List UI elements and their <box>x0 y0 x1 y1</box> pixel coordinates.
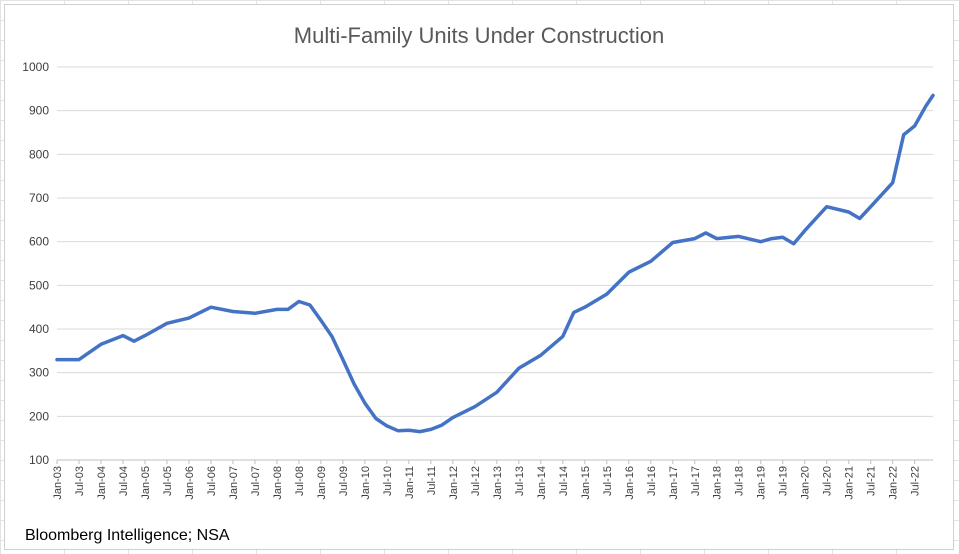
x-tick-label: Jul-06 <box>206 466 218 496</box>
x-tick-label: Jan-21 <box>844 466 856 500</box>
y-tick-label: 200 <box>29 409 49 423</box>
x-tick-label: Jul-08 <box>294 466 306 496</box>
y-tick-label: 900 <box>29 104 49 118</box>
x-tick-label: Jan-17 <box>668 466 680 500</box>
x-tick-label: Jul-05 <box>162 466 174 496</box>
x-tick-label: Jul-07 <box>250 466 262 496</box>
y-tick-label: 700 <box>29 191 49 205</box>
chart-area[interactable]: Multi-Family Units Under Construction 10… <box>4 4 954 550</box>
x-tick-label: Jul-20 <box>822 466 834 496</box>
x-tick-label: Jan-08 <box>272 466 284 500</box>
x-tick-label: Jul-19 <box>778 466 790 496</box>
x-tick-label: Jan-07 <box>228 466 240 500</box>
y-tick-label: 500 <box>29 278 49 292</box>
x-tick-label: Jan-20 <box>800 466 812 500</box>
x-tick-label: Jul-11 <box>426 466 438 495</box>
x-tick-label: Jul-18 <box>734 466 746 496</box>
source-note: Bloomberg Intelligence; NSA <box>25 527 230 544</box>
x-tick-label: Jul-14 <box>558 466 570 496</box>
x-tick-label: Jan-14 <box>536 466 548 500</box>
x-tick-label: Jan-18 <box>712 466 724 500</box>
y-tick-label: 100 <box>29 453 49 467</box>
x-tick-label: Jul-21 <box>866 466 878 496</box>
y-tick-label: 400 <box>29 322 49 336</box>
x-tick-label: Jan-12 <box>448 466 460 500</box>
x-tick-label: Jul-09 <box>338 466 350 496</box>
y-tick-label: 600 <box>29 235 49 249</box>
x-tick-label: Jul-16 <box>646 466 658 496</box>
y-tick-label: 800 <box>29 147 49 161</box>
x-tick-label: Jan-15 <box>580 466 592 500</box>
x-tick-label: Jul-22 <box>910 466 922 496</box>
x-tick-label: Jan-13 <box>492 466 504 500</box>
y-tick-label: 300 <box>29 366 49 380</box>
x-tick-label: Jan-05 <box>140 466 152 500</box>
x-tick-label: Jan-06 <box>184 466 196 500</box>
x-tick-label: Jul-03 <box>74 466 86 496</box>
x-tick-label: Jan-03 <box>52 466 64 500</box>
y-tick-label: 1000 <box>22 60 49 74</box>
line-chart: 100 200 300 400 500 600 700 800 900 1000 Jan-03 Jul… <box>22 60 935 500</box>
x-tick-label: Jan-09 <box>316 466 328 500</box>
x-tick-label: Jan-11 <box>404 466 416 499</box>
x-tick-label: Jul-17 <box>690 466 702 496</box>
x-tick-label: Jul-04 <box>118 466 130 496</box>
x-tick-label: Jan-19 <box>756 466 768 500</box>
series-line <box>55 93 935 434</box>
x-tick-label: Jan-22 <box>888 466 900 500</box>
x-tick-label: Jul-12 <box>470 466 482 496</box>
x-tick-label: Jan-04 <box>96 466 108 500</box>
x-tick-label: Jul-10 <box>382 466 394 496</box>
x-tick-label: Jan-16 <box>624 466 636 500</box>
x-tick-label: Jan-10 <box>360 466 372 500</box>
x-tick-label: Jul-13 <box>514 466 526 496</box>
chart-title: Multi-Family Units Under Construction <box>293 23 665 48</box>
x-tick-label: Jul-15 <box>602 466 614 496</box>
